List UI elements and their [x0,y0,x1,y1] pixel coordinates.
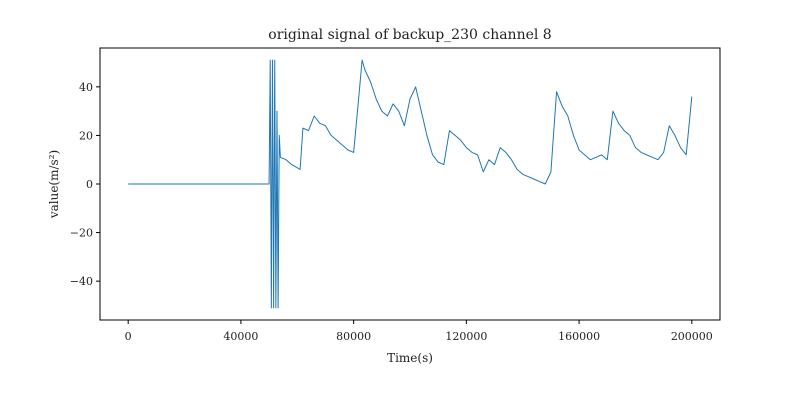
x-tick-label: 200000 [671,330,713,343]
chart-title: original signal of backup_230 channel 8 [268,27,551,43]
y-tick-label: 40 [79,81,93,94]
y-tick-label: 0 [86,178,93,191]
series-line-0 [128,59,693,309]
y-axis-label: value(m/s²) [47,150,61,219]
y-tick-label: −40 [70,275,93,288]
x-tick-label: 40000 [223,330,258,343]
x-tick-label: 80000 [336,330,371,343]
x-tick-label: 160000 [558,330,600,343]
x-tick-label: 0 [125,330,132,343]
y-tick-label: −20 [70,227,93,240]
x-tick-label: 120000 [445,330,487,343]
y-tick-label: 20 [79,129,93,142]
x-axis: 0 40000 80000 120000 160000 200000 [125,320,713,343]
plot-area [128,59,693,309]
y-axis: −40 −20 0 20 40 [70,81,100,288]
x-axis-label: Time(s) [387,351,433,365]
